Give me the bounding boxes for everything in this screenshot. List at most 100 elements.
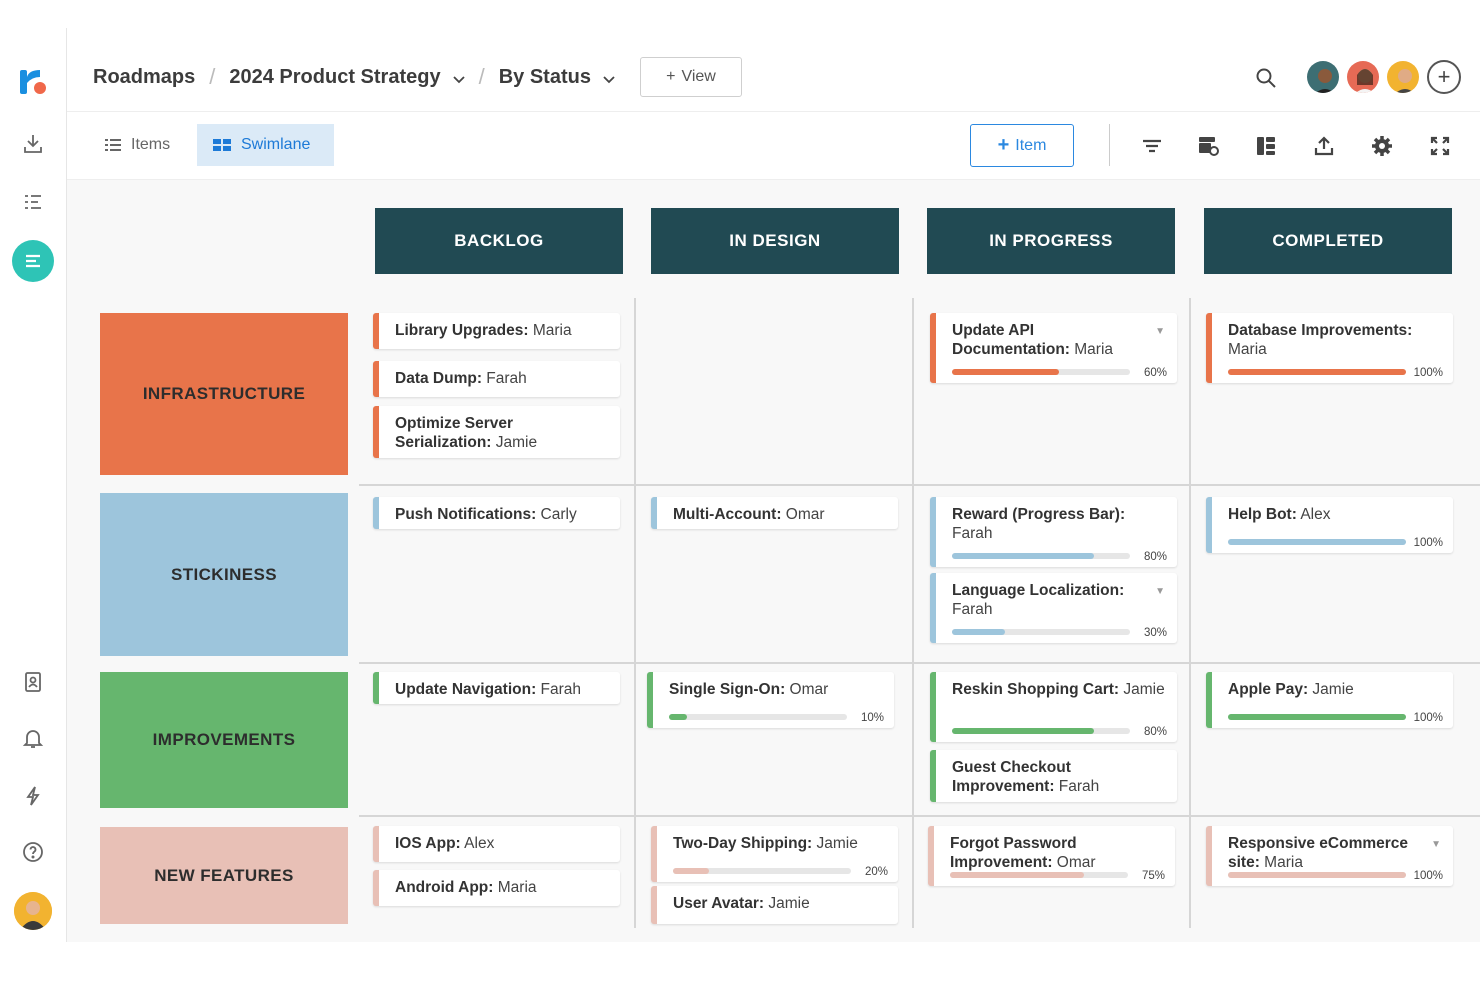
roadmap-card[interactable]: Forgot Password Improvement: Omar 75%	[928, 826, 1175, 886]
list-icon[interactable]	[17, 186, 49, 218]
roadmap-card[interactable]: Database Improvements: Maria 100%	[1206, 313, 1453, 383]
card-name: Single Sign-On:	[669, 681, 786, 698]
card-title: Apple Pay: Jamie	[1228, 680, 1443, 699]
card-owner: Alex	[1296, 506, 1331, 523]
swimlane-board: BACKLOG IN DESIGN IN PROGRESS COMPLETED …	[67, 180, 1480, 942]
card-name: Update API Documentation:	[952, 322, 1070, 358]
card-name: User Avatar:	[673, 895, 765, 912]
lane-new-features[interactable]: NEW FEATURES	[100, 827, 348, 924]
roadmap-card[interactable]: Multi-Account: Omar	[651, 497, 898, 529]
roadmap-card[interactable]: Reward (Progress Bar): Farah 80%	[930, 497, 1177, 567]
progress-percent: 80%	[1143, 551, 1167, 563]
roadmap-card[interactable]: Apple Pay: Jamie 100%	[1206, 672, 1453, 728]
card-title: Android App: Maria	[395, 878, 610, 897]
add-user-icon[interactable]: +	[1427, 60, 1461, 94]
progress-bar	[950, 872, 1128, 878]
chevron-down-icon[interactable]	[603, 67, 615, 90]
card-owner: Farah	[1054, 778, 1100, 795]
export-icon[interactable]	[1312, 134, 1336, 158]
roadmap-card[interactable]: Library Upgrades: Maria	[373, 313, 620, 349]
card-name: Optimize Server Serialization:	[395, 415, 514, 451]
roadmap-card[interactable]: Language Localization: Farah ▼ 30%	[930, 573, 1177, 643]
breadcrumb-view[interactable]: By Status	[498, 65, 591, 88]
progress-percent: 75%	[1141, 870, 1165, 882]
user-avatar[interactable]	[14, 892, 52, 930]
column-header-in-progress[interactable]: IN PROGRESS	[927, 208, 1175, 274]
card-owner: Maria	[528, 322, 572, 339]
roadmap-card[interactable]: IOS App: Alex	[373, 826, 620, 862]
chevron-down-icon[interactable]	[452, 67, 465, 90]
progress-fill	[1228, 714, 1406, 720]
avatar[interactable]	[1305, 59, 1341, 95]
roadmap-card[interactable]: Guest Checkout Improvement: Farah	[930, 750, 1177, 802]
item-settings-icon[interactable]	[1196, 134, 1220, 158]
column-header-backlog[interactable]: BACKLOG	[375, 208, 623, 274]
roadmap-card[interactable]: Update Navigation: Farah	[373, 672, 620, 704]
lightning-icon[interactable]	[17, 780, 49, 812]
search-icon[interactable]	[1255, 67, 1277, 94]
avatar[interactable]	[1385, 59, 1421, 95]
roadmap-card[interactable]: Two-Day Shipping: Jamie 20%	[651, 826, 898, 882]
roadmap-card[interactable]: Single Sign-On: Omar 10%	[647, 672, 894, 728]
roadmap-card[interactable]: Update API Documentation: Maria ▼ 60%	[930, 313, 1177, 383]
card-title: Responsive eCommerce site: Maria	[1228, 834, 1443, 872]
column-header-completed[interactable]: COMPLETED	[1204, 208, 1452, 274]
swimlane-icon[interactable]	[12, 240, 54, 282]
add-view-label: View	[681, 68, 716, 85]
import-icon[interactable]	[17, 128, 49, 160]
card-title: Library Upgrades: Maria	[395, 321, 610, 340]
gear-icon[interactable]	[1370, 134, 1394, 158]
progress-bar	[952, 629, 1130, 635]
roadmunk-logo[interactable]	[18, 66, 48, 98]
address-book-icon[interactable]	[17, 666, 49, 698]
roadmap-card[interactable]: Responsive eCommerce site: Maria ▼ 100%	[1206, 826, 1453, 886]
column-header-in-design[interactable]: IN DESIGN	[651, 208, 899, 274]
card-title: Multi-Account: Omar	[673, 505, 888, 524]
lane-stickiness[interactable]: STICKINESS	[100, 493, 348, 656]
toolbar: Items Swimlane + Item	[67, 112, 1480, 180]
roadmap-card[interactable]: Android App: Maria	[373, 870, 620, 906]
lane-improvements[interactable]: IMPROVEMENTS	[100, 672, 348, 808]
caret-down-icon[interactable]: ▼	[1431, 839, 1441, 850]
card-name: Database Improvements:	[1228, 322, 1413, 339]
collaborator-avatars: +	[1305, 59, 1461, 95]
roadmap-card[interactable]: Optimize Server Serialization: Jamie	[373, 406, 620, 458]
progress-bar	[669, 714, 847, 720]
roadmap-card[interactable]: Reskin Shopping Cart: Jamie 80%	[930, 672, 1177, 742]
bell-icon[interactable]	[17, 722, 49, 754]
progress-percent: 10%	[860, 712, 884, 724]
fullscreen-icon[interactable]	[1428, 134, 1452, 158]
breadcrumb-roadmap[interactable]: 2024 Product Strategy	[229, 65, 441, 88]
roadmap-card[interactable]: Push Notifications: Carly	[373, 497, 620, 529]
filter-icon[interactable]	[1140, 134, 1164, 158]
roadmap-card[interactable]: Help Bot: Alex 100%	[1206, 497, 1453, 553]
lane-infrastructure[interactable]: INFRASTRUCTURE	[100, 313, 348, 475]
roadmap-card[interactable]: User Avatar: Jamie	[651, 886, 898, 924]
swimlane-view-icon	[213, 139, 231, 151]
card-title: Forgot Password Improvement: Omar	[950, 834, 1165, 872]
avatar[interactable]	[1345, 59, 1381, 95]
add-item-button[interactable]: + Item	[970, 124, 1074, 167]
layout-icon[interactable]	[1254, 134, 1278, 158]
card-owner: Omar	[781, 506, 825, 523]
caret-down-icon[interactable]: ▼	[1155, 586, 1165, 597]
roadmap-card[interactable]: Data Dump: Farah	[373, 361, 620, 397]
card-name: Update Navigation:	[395, 681, 537, 698]
caret-down-icon[interactable]: ▼	[1155, 326, 1165, 337]
card-owner: Jamie	[1119, 681, 1165, 698]
breadcrumb-roadmaps[interactable]: Roadmaps	[93, 65, 196, 88]
help-icon[interactable]	[17, 836, 49, 868]
card-name: Android App:	[395, 879, 494, 896]
progress-fill	[1228, 539, 1406, 545]
card-owner: Jamie	[764, 895, 810, 912]
card-name: Apple Pay:	[1228, 681, 1309, 698]
tab-swimlane[interactable]: Swimlane	[197, 124, 334, 166]
tab-items[interactable]: Items	[89, 124, 186, 166]
progress-percent: 20%	[864, 866, 888, 878]
progress-percent: 30%	[1143, 627, 1167, 639]
tab-items-label: Items	[131, 136, 171, 153]
progress-percent: 80%	[1143, 726, 1167, 738]
card-title: Single Sign-On: Omar	[669, 680, 884, 699]
add-view-button[interactable]: + View	[640, 57, 742, 97]
card-name: Responsive eCommerce site:	[1228, 835, 1409, 871]
